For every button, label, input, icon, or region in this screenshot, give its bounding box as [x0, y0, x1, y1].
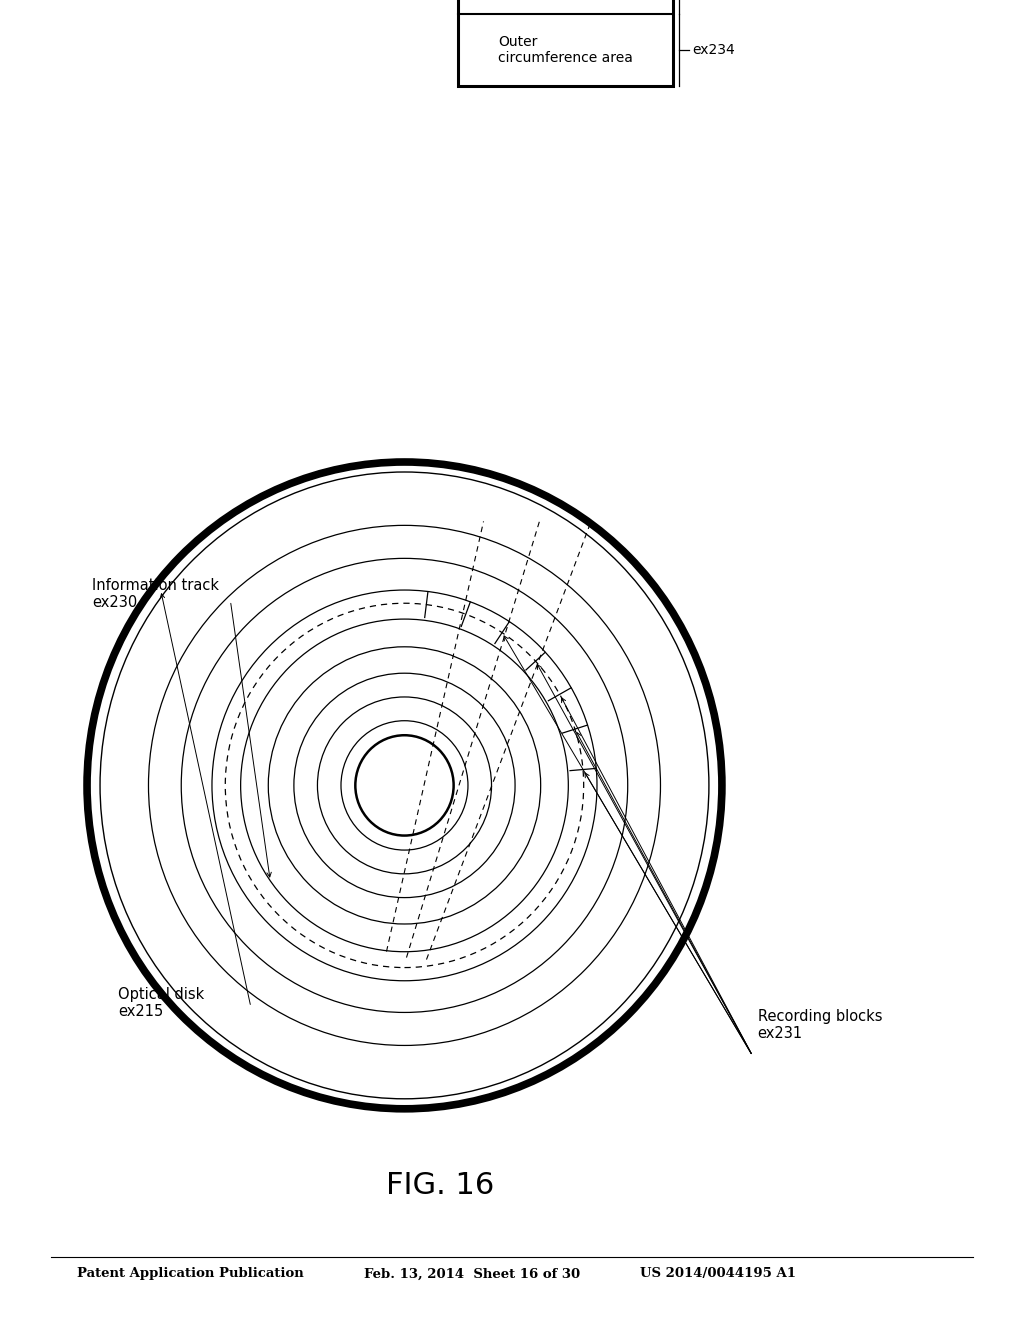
Text: Feb. 13, 2014  Sheet 16 of 30: Feb. 13, 2014 Sheet 16 of 30	[364, 1267, 580, 1280]
Bar	[458, 0, 673, 86]
Text: Patent Application Publication: Patent Application Publication	[77, 1267, 303, 1280]
Text: US 2014/0044195 A1: US 2014/0044195 A1	[640, 1267, 796, 1280]
Text: FIG. 16: FIG. 16	[386, 1171, 495, 1200]
Text: Recording blocks
ex231: Recording blocks ex231	[758, 1008, 882, 1041]
Text: Optical disk
ex215: Optical disk ex215	[118, 987, 204, 1019]
Text: Outer
circumference area: Outer circumference area	[498, 34, 633, 65]
Text: Information track
ex230: Information track ex230	[92, 578, 219, 610]
Text: ex234: ex234	[692, 42, 734, 57]
